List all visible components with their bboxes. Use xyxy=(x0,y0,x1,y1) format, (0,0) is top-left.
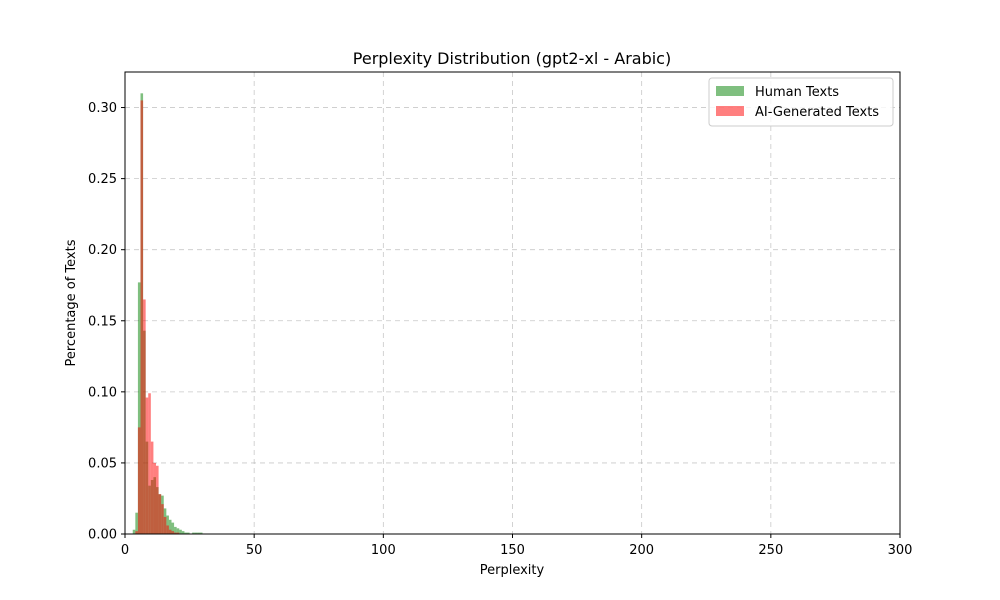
axis-ticks: 0 50 100 150 200 250 300 0.00 0.05 0.10 0.15 0.20 0.… xyxy=(88,101,912,558)
y-tick-label: 0.10 xyxy=(88,385,117,400)
ai-bar xyxy=(174,532,177,534)
chart-title: Perplexity Distribution (gpt2-xl - Arabi… xyxy=(353,49,671,68)
ai-bar xyxy=(156,465,159,534)
y-axis-label: Percentage of Texts xyxy=(64,239,79,366)
y-tick-label: 0.30 xyxy=(88,101,117,116)
ai-bar xyxy=(163,516,167,534)
ai-bar xyxy=(176,532,180,534)
human-bar xyxy=(132,529,136,534)
y-tick-label: 0.15 xyxy=(88,314,117,329)
x-tick-label: 150 xyxy=(500,543,525,558)
ai-bar xyxy=(168,529,172,534)
x-tick-label: 100 xyxy=(371,543,396,558)
human-bar xyxy=(171,522,175,534)
human-bar xyxy=(168,519,172,534)
y-tick-label: 0.20 xyxy=(88,243,117,258)
ai-bar xyxy=(161,504,164,534)
human-bar xyxy=(166,515,169,534)
ai-bar xyxy=(150,441,154,534)
ai-bar xyxy=(143,299,146,534)
human-bar xyxy=(176,528,180,534)
legend-swatch-ai xyxy=(716,106,744,116)
human-bar xyxy=(194,532,198,534)
y-tick-label: 0.00 xyxy=(88,528,117,543)
x-tick-label: 50 xyxy=(246,543,263,558)
x-tick-label: 200 xyxy=(629,543,654,558)
y-tick-label: 0.25 xyxy=(88,172,117,187)
x-tick-label: 300 xyxy=(888,543,913,558)
histogram-bars xyxy=(132,93,203,535)
human-bar xyxy=(181,531,185,534)
human-bar xyxy=(187,532,190,534)
legend-swatch-human xyxy=(716,86,744,96)
ai-bar xyxy=(145,397,149,534)
human-bar xyxy=(184,532,187,534)
human-bar xyxy=(192,532,195,534)
y-tick-label: 0.05 xyxy=(88,456,117,471)
human-bar xyxy=(179,529,182,534)
x-tick-label: 250 xyxy=(758,543,783,558)
human-bar xyxy=(197,532,200,534)
human-bar xyxy=(137,282,141,534)
legend-label-human: Human Texts xyxy=(755,85,839,100)
ai-bar xyxy=(137,427,141,534)
ai-bar xyxy=(171,531,175,534)
legend: Human Texts AI-Generated Texts xyxy=(708,77,894,127)
legend-label-ai: AI-Generated Texts xyxy=(755,105,879,120)
x-axis-label: Perplexity xyxy=(480,563,545,578)
human-bar xyxy=(135,512,138,534)
human-bar xyxy=(199,532,203,534)
legend-box xyxy=(708,77,894,127)
ai-bar xyxy=(166,525,169,534)
human-bar xyxy=(174,526,177,534)
ai-bar xyxy=(135,531,138,534)
ai-bar xyxy=(148,393,151,534)
ai-bar xyxy=(158,494,162,534)
x-tick-label: 0 xyxy=(121,543,129,558)
ai-bar xyxy=(153,462,156,534)
ai-bar xyxy=(140,100,144,534)
